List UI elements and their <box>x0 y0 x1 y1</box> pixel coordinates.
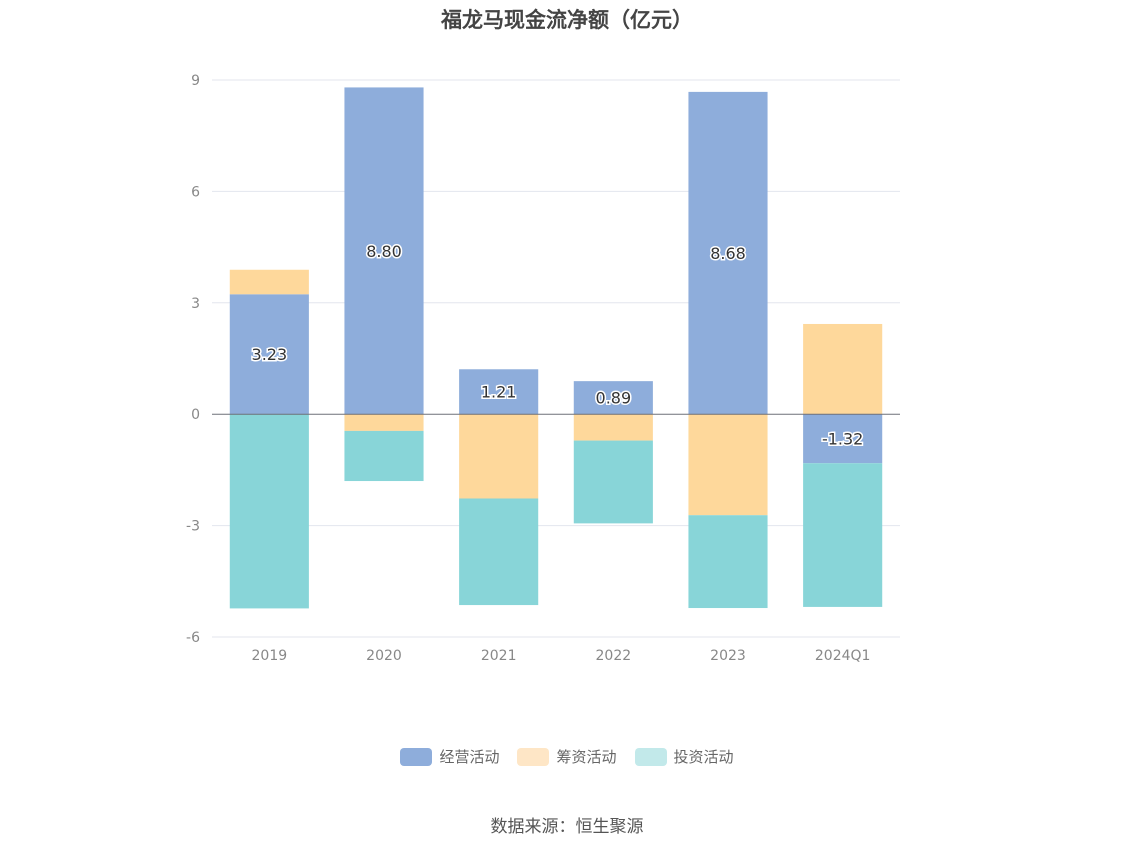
bar-segment[interactable] <box>688 414 768 516</box>
bar-segment[interactable] <box>803 463 883 607</box>
bar-segment[interactable] <box>344 430 424 482</box>
legend-label-financing: 筹资活动 <box>556 748 617 766</box>
bar-segment[interactable] <box>229 269 309 295</box>
y-tick-label: 3 <box>191 296 200 312</box>
data-label: 8.80 <box>366 242 402 261</box>
y-tick-label: 9 <box>191 73 200 89</box>
x-tick-label: 2024Q1 <box>815 648 871 664</box>
bar-segment[interactable] <box>573 440 653 524</box>
legend-item-investing[interactable]: 投资活动 <box>634 746 734 767</box>
data-label: 0.89 <box>596 389 632 408</box>
bar-segment[interactable] <box>688 515 768 609</box>
data-label: 8.68 <box>710 244 746 263</box>
y-tick-label: -6 <box>186 630 200 646</box>
data-label: 3.23 <box>252 345 288 364</box>
x-tick-label: 2022 <box>596 648 632 664</box>
legend: 经营活动 筹资活动 投资活动 <box>0 746 1134 767</box>
y-tick-label: -3 <box>186 519 200 535</box>
bar-segment[interactable] <box>344 414 424 431</box>
bar-segment[interactable] <box>459 369 539 415</box>
legend-swatch-operating <box>400 747 433 766</box>
bar-segment[interactable] <box>803 414 883 464</box>
bar-segment[interactable] <box>229 414 309 609</box>
y-tick-label: 6 <box>191 184 200 200</box>
y-tick-label: 0 <box>191 407 200 423</box>
bar-segment[interactable] <box>803 323 883 415</box>
x-tick-label: 2020 <box>366 648 402 664</box>
bar-segment[interactable] <box>688 91 768 415</box>
bar-segment[interactable] <box>459 414 539 499</box>
data-source: 数据来源：恒生聚源 <box>490 817 644 837</box>
legend-item-financing[interactable]: 筹资活动 <box>517 746 617 767</box>
legend-label-investing: 投资活动 <box>673 748 734 766</box>
legend-label-operating: 经营活动 <box>439 748 500 766</box>
bar-segment[interactable] <box>573 414 653 441</box>
legend-item-operating[interactable]: 经营活动 <box>400 746 499 767</box>
x-tick-label: 2021 <box>481 648 517 664</box>
bar-segment[interactable] <box>459 498 539 606</box>
legend-swatch-financing <box>517 747 550 766</box>
x-tick-label: 2019 <box>252 648 288 664</box>
chart-title: 福龙马现金流净额（亿元） <box>441 8 693 32</box>
x-tick-label: 2023 <box>710 648 746 664</box>
legend-swatch-investing <box>634 747 667 766</box>
data-label: -1.32 <box>822 430 863 449</box>
bar-segment[interactable] <box>344 87 424 415</box>
bar-segment[interactable] <box>573 381 653 415</box>
bar-segment[interactable] <box>229 294 309 415</box>
data-label: 1.21 <box>481 383 517 402</box>
